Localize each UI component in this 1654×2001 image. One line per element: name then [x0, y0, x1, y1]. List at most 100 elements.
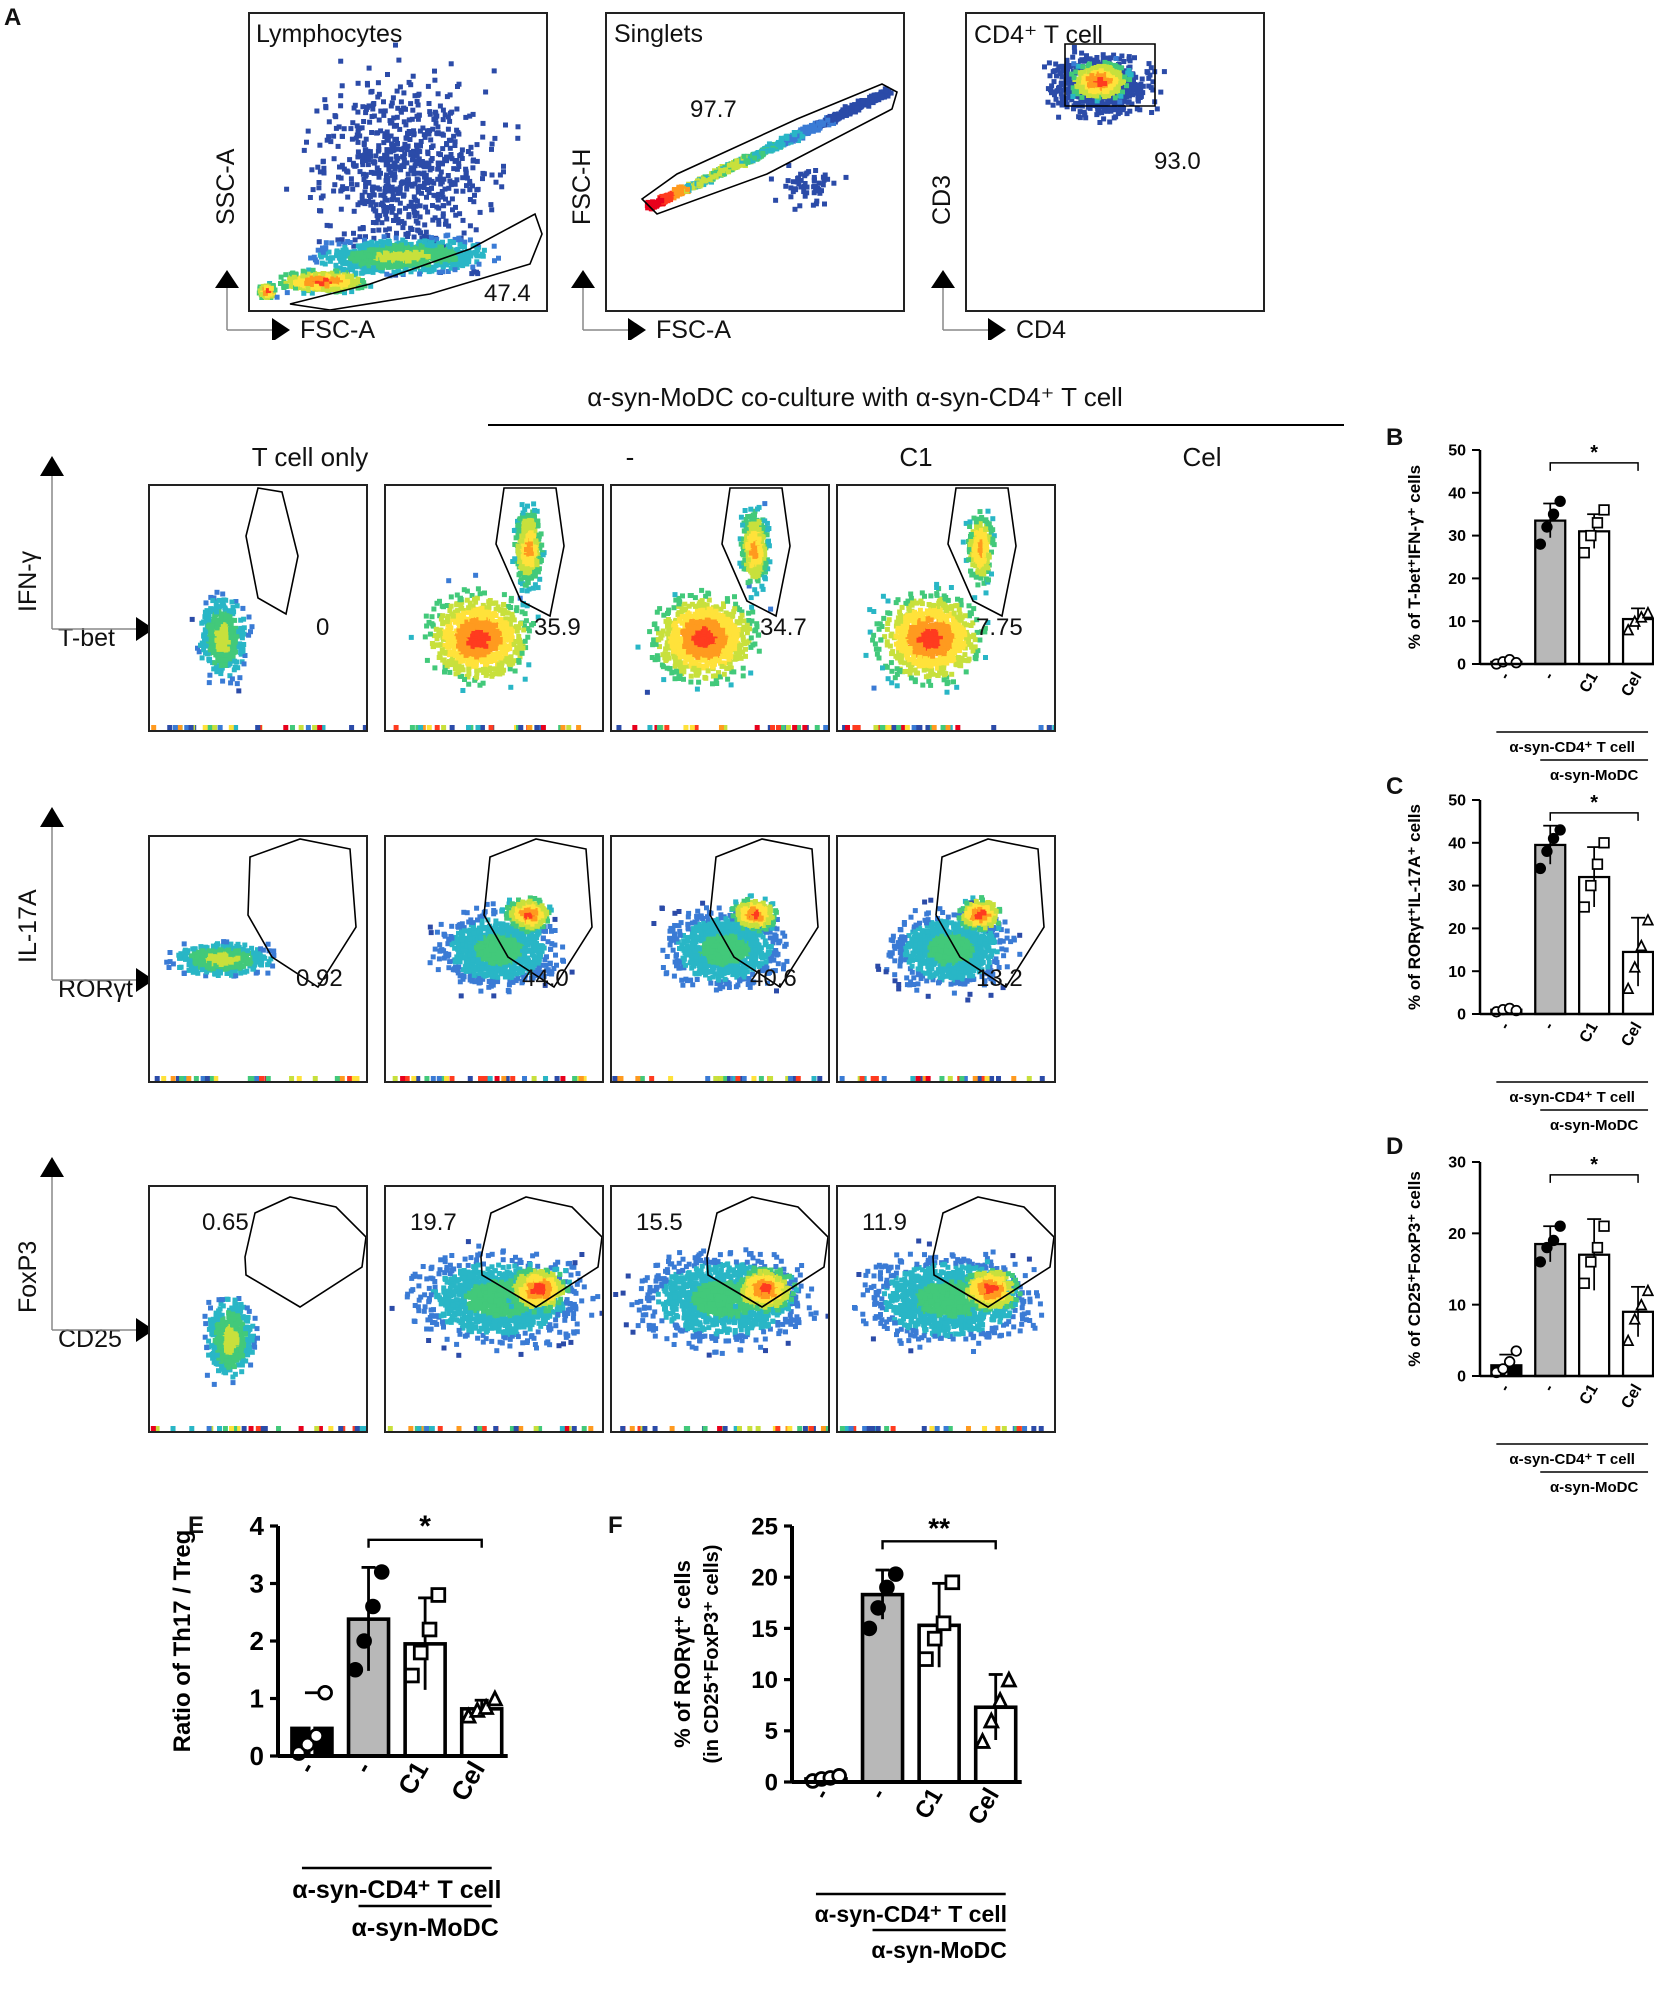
density-scatter: [154, 838, 360, 1081]
density-scatter: [842, 487, 1054, 730]
density-scatter: [612, 838, 823, 1081]
data-point: [1621, 623, 1635, 636]
y-tick-label: 0: [1457, 1007, 1466, 1024]
panel-label-c: C: [1386, 773, 1403, 801]
y-tick-label: 5: [765, 1718, 778, 1745]
flow-plot-1-0: [148, 835, 368, 1083]
data-point: [1635, 938, 1648, 952]
data-point: [1578, 901, 1590, 913]
panel-label-b: B: [1386, 424, 1403, 452]
group-label-2: α-syn-MoDC: [1550, 767, 1639, 784]
data-point: [1534, 1256, 1547, 1268]
group-label-2: α-syn-MoDC: [351, 1914, 498, 1942]
group-label-1: α-syn-CD4⁺ T cell: [815, 1901, 1007, 1927]
event-dots: [1042, 44, 1167, 125]
density-scatter: [392, 838, 593, 1081]
data-point: [973, 1731, 992, 1749]
density-scatter: [393, 487, 582, 730]
gate-percentage: 15.5: [636, 1209, 683, 1237]
significance-bracket: [1549, 462, 1639, 471]
x-axis-label: FSC-A: [656, 316, 731, 345]
flow-plot-2-0: [148, 1185, 368, 1433]
data-point: [944, 1574, 961, 1591]
gate-outline: [709, 838, 819, 989]
y-tick-label: 20: [1448, 921, 1466, 938]
y-axis-label: % of CD25⁺FoxP3⁺ cells: [1405, 1171, 1424, 1367]
gate-percentage: 11.9: [862, 1209, 907, 1237]
data-point: [1534, 538, 1547, 550]
y-tick-label: 0: [765, 1769, 778, 1796]
y-axis-label: % of T-bet⁺IFN-γ⁺ cells: [1405, 465, 1424, 649]
y-axis-label: % of RORγt⁺ cells: [670, 1560, 695, 1748]
significance-bracket: [881, 1540, 997, 1550]
event-dots: [635, 501, 774, 695]
data-point: [365, 1598, 381, 1615]
data-point: [373, 1564, 390, 1580]
event-dots: [389, 1239, 602, 1358]
data-point: [1497, 1363, 1509, 1375]
data-point: [347, 1661, 364, 1678]
event-dots: [613, 1247, 828, 1358]
y-tick-label: 2: [250, 1626, 264, 1656]
y-tick-label: 4: [250, 1511, 265, 1541]
y-tick-label: 1: [250, 1684, 264, 1714]
y-tick-label: 40: [1448, 485, 1466, 502]
y-tick-label: 30: [1448, 878, 1466, 895]
gate-outline: [932, 1196, 1054, 1308]
gate-outline: [480, 1196, 602, 1308]
gate-outline: [244, 1196, 366, 1308]
data-point: [1000, 1670, 1018, 1688]
flow-plot-box: [965, 12, 1265, 312]
coculture-header-line: [488, 424, 1344, 426]
gate-percentage: 34.7: [760, 614, 807, 642]
gate-percentage: 0: [316, 614, 329, 642]
data-point: [918, 1651, 934, 1667]
density-scatter: [151, 487, 366, 730]
y-tick-label: 10: [1448, 614, 1466, 631]
flow-plot-0-0: [148, 484, 368, 732]
gate-percentage: 97.7: [690, 96, 737, 124]
y-tick-label: 25: [751, 1513, 778, 1540]
event-dots: [852, 1238, 1045, 1354]
column-title-t-cell-only: T cell only: [170, 442, 450, 473]
flow-plot-2-1: [384, 1185, 604, 1433]
y-axis-label: % of RORγt⁺IL-17A⁺ cells: [1405, 804, 1424, 1010]
gate-percentage: 0.65: [202, 1209, 249, 1237]
row-axis-arrows: [40, 1157, 154, 1342]
y-tick-label: 0: [1457, 657, 1466, 674]
y-tick-label: 0: [1457, 1369, 1466, 1386]
panel-label-f: F: [608, 1512, 623, 1540]
panel-label-d: D: [1386, 1133, 1403, 1161]
gate-title: CD4⁺ T cell: [974, 20, 1103, 50]
data-point: [404, 1667, 420, 1684]
gate-percentage: 44.0: [522, 965, 569, 993]
coculture-header: α-syn-MoDC co-culture with α-syn-CD4⁺ T …: [500, 382, 1210, 413]
data-point: [308, 1728, 325, 1744]
data-point: [1641, 605, 1654, 619]
data-point: [1534, 862, 1547, 875]
axis-arrows: [215, 270, 290, 340]
data-point: [861, 1620, 878, 1637]
event-dots: [189, 589, 255, 694]
gate-outline: [640, 83, 898, 215]
event-dots: [875, 895, 1023, 1003]
data-point: [430, 1587, 447, 1603]
data-point: [1578, 1277, 1590, 1289]
density-scatter: [640, 83, 898, 215]
data-point: [1510, 1345, 1522, 1357]
event-dots: [202, 1296, 260, 1387]
group-label-2: α-syn-MoDC: [871, 1937, 1007, 1963]
gate-percentage: 35.9: [534, 614, 581, 642]
data-point: [1621, 1333, 1635, 1347]
data-point: [1541, 1241, 1553, 1254]
gate-percentage: 7.75: [976, 614, 1023, 642]
y-tick-label: 20: [1448, 571, 1466, 588]
data-point: [1585, 529, 1597, 542]
flow-plot-2-3: [836, 1185, 1056, 1433]
data-point: [1554, 495, 1566, 508]
density-scatter: [150, 1196, 366, 1431]
significance-marker: *: [1590, 792, 1598, 814]
